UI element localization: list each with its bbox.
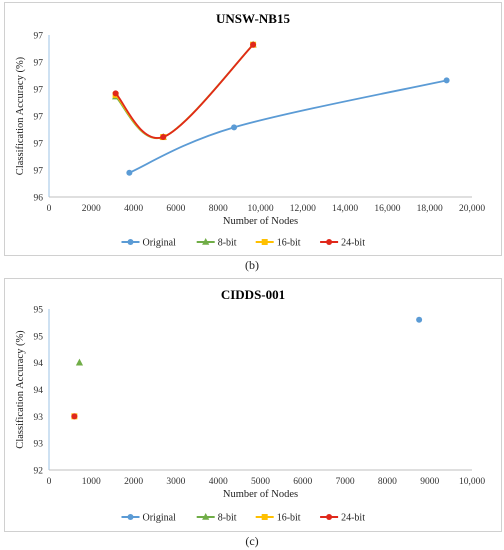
x-tick-label: 10,000 (459, 477, 485, 487)
y-tick-label: 97 (34, 32, 44, 42)
chart-unsw-nb15: UNSW-NB15 96 97 97 97 97 97 97 0 2000 4000 6000 8000… (15, 11, 485, 249)
y-axis-label: Classification Accuracy (%) (15, 56, 26, 175)
x-tick-label: 1000 (82, 477, 101, 487)
x-tick-label: 9000 (420, 477, 439, 487)
y-tick-label: 92 (34, 467, 44, 477)
x-tick-label: 20,000 (459, 204, 485, 214)
legend-label: Original (143, 513, 177, 524)
y-tick-label: 96 (34, 194, 44, 204)
y-tick-label: 97 (34, 59, 44, 69)
chart-panel-cidds-001: CIDDS-001 92 93 93 94 94 95 95 0 1000 2000 3000 4000… (4, 278, 502, 532)
legend-label: 16-bit (277, 238, 301, 249)
x-tick-label: 12,000 (290, 204, 316, 214)
x-tick-label: 6000 (166, 204, 185, 214)
legend-item: 8-bit (196, 238, 237, 249)
legend-marker (326, 239, 333, 245)
legend-item: Original (121, 238, 177, 249)
y-tick-label: 95 (34, 306, 44, 316)
legend-item: Original (121, 513, 177, 524)
legend-label: 8-bit (218, 238, 237, 249)
x-axis-label: Number of Nodes (223, 216, 298, 227)
chart-title: UNSW-NB15 (216, 11, 290, 26)
legend-marker (261, 514, 268, 520)
series-original (416, 316, 423, 323)
chart-panel-unsw-nb15: UNSW-NB15 96 97 97 97 97 97 97 0 2000 4000 6000 8000… (4, 2, 502, 256)
x-tick-label: 16,000 (374, 204, 400, 214)
y-tick-label: 93 (34, 440, 44, 450)
data-point (71, 413, 78, 420)
data-point (160, 134, 167, 141)
legend-marker (202, 513, 210, 520)
y-tick-label: 94 (34, 386, 44, 396)
x-tick-label: 6000 (293, 477, 312, 487)
legend-marker (127, 514, 134, 520)
legend-label: 16-bit (277, 513, 301, 524)
chart-title: CIDDS-001 (221, 287, 285, 302)
series-original (126, 77, 450, 176)
caption-c: (c) (245, 534, 259, 548)
data-point (112, 90, 119, 97)
x-tick-label: 0 (47, 204, 52, 214)
series-24-bit (71, 413, 78, 420)
x-tick-label: 18,000 (417, 204, 443, 214)
legend-marker (261, 239, 268, 245)
series-8-bit (75, 358, 84, 366)
legend-item: 8-bit (196, 513, 237, 524)
chart-cidds-001: CIDDS-001 92 93 93 94 94 95 95 0 1000 2000 3000 4000… (15, 287, 485, 524)
legend-item: 16-bit (255, 513, 301, 524)
x-tick-label: 4000 (124, 204, 143, 214)
x-tick-label: 2000 (82, 204, 101, 214)
series-line (114, 44, 254, 139)
legend-marker (326, 514, 333, 520)
x-tick-label: 0 (47, 477, 52, 487)
legend-item: 24-bit (320, 513, 365, 524)
data-point (416, 316, 423, 323)
x-tick-label: 8000 (209, 204, 228, 214)
y-axis-label: Classification Accuracy (%) (15, 330, 26, 449)
x-tick-label: 8000 (378, 477, 397, 487)
data-point (126, 169, 133, 176)
data-point (75, 358, 84, 366)
data-point (250, 41, 257, 48)
x-tick-label: 2000 (124, 477, 143, 487)
y-tick-label: 94 (34, 359, 44, 369)
x-tick-label: 4000 (209, 477, 228, 487)
data-point (231, 124, 238, 131)
y-tick-label: 97 (34, 86, 44, 96)
x-tick-label: 3000 (166, 477, 185, 487)
legend-item: 24-bit (320, 238, 365, 249)
data-point (443, 77, 450, 84)
legend-label: 8-bit (218, 513, 237, 524)
x-axis-label: Number of Nodes (223, 489, 298, 500)
y-tick-label: 95 (34, 332, 44, 342)
series-24-bit (112, 41, 257, 141)
legend-label: Original (143, 238, 177, 249)
legend-item: 16-bit (255, 238, 301, 249)
y-tick-label: 97 (34, 167, 44, 177)
y-tick-label: 97 (34, 140, 44, 150)
series-line (129, 79, 447, 174)
legend-marker (127, 239, 134, 245)
x-tick-label: 10,000 (247, 204, 273, 214)
y-tick-label: 97 (34, 113, 44, 123)
x-tick-label: 14,000 (332, 204, 358, 214)
x-tick-label: 5000 (251, 477, 270, 487)
y-tick-label: 93 (34, 413, 44, 423)
caption-b: (b) (245, 258, 259, 272)
x-tick-label: 7000 (336, 477, 355, 487)
legend-marker (202, 238, 210, 245)
legend-label: 24-bit (341, 513, 365, 524)
legend-label: 24-bit (341, 238, 365, 249)
